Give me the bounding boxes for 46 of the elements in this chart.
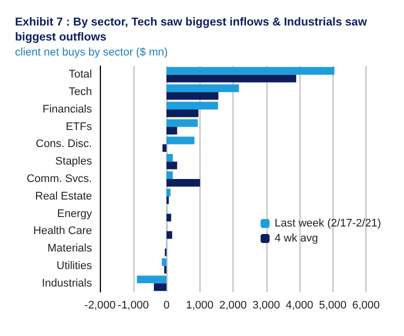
y-tick-label: Cons. Disc. xyxy=(36,138,92,150)
y-tick-label: Staples xyxy=(55,156,92,168)
bar xyxy=(136,276,166,284)
bar xyxy=(154,283,166,291)
x-tick-label: -1,000 xyxy=(118,300,149,312)
x-tick-label: -2,000 xyxy=(84,300,116,312)
x-tick-label: 1,000 xyxy=(186,300,214,312)
y-tick-label: Tech xyxy=(68,86,92,98)
chart-title: Exhibit 7 : By sector, Tech saw biggest inflows & Industrials saw biggest outflows xyxy=(15,16,370,44)
x-tick-label: 0 xyxy=(163,300,170,312)
bar xyxy=(166,179,200,187)
y-tick-label: Materials xyxy=(47,242,92,255)
legend-label: 4 wk avg xyxy=(274,232,318,244)
legend-label: Last week (2/17-2/21) xyxy=(274,218,381,230)
y-tick-label: ETFs xyxy=(66,120,92,133)
bar xyxy=(162,258,166,266)
y-tick-label: Comm. Svcs. xyxy=(26,173,92,185)
y-tick-label: Utilities xyxy=(56,260,92,272)
bar xyxy=(166,171,173,179)
bar xyxy=(166,84,239,92)
bar xyxy=(166,67,334,75)
y-tick-label: Real Estate xyxy=(35,190,92,202)
y-tick-label: Energy xyxy=(57,208,92,220)
x-tick-label: 3,000 xyxy=(252,300,280,312)
x-tick-label: 4,000 xyxy=(286,300,314,312)
y-tick-label: Total xyxy=(68,68,92,81)
chart-subtitle: client net buys by sector ($ mn) xyxy=(15,46,168,58)
bar xyxy=(166,109,198,118)
bar xyxy=(166,162,178,170)
y-tick-label: Industrials xyxy=(42,277,92,290)
x-tick-label: 2,000 xyxy=(219,300,247,312)
bar xyxy=(166,102,218,110)
bar xyxy=(166,74,296,82)
bar xyxy=(166,126,178,134)
y-tick-label: Health Care xyxy=(33,225,92,238)
bar xyxy=(166,136,194,144)
bar xyxy=(166,154,173,162)
bar xyxy=(166,119,198,127)
bar xyxy=(166,214,172,222)
bar xyxy=(162,144,166,152)
bar xyxy=(166,92,218,100)
bar xyxy=(166,188,170,196)
bar xyxy=(166,231,172,239)
x-tick-label: 5,000 xyxy=(318,300,347,312)
y-tick-label: Financials xyxy=(42,103,92,116)
x-tick-label: 6,000 xyxy=(352,300,380,312)
